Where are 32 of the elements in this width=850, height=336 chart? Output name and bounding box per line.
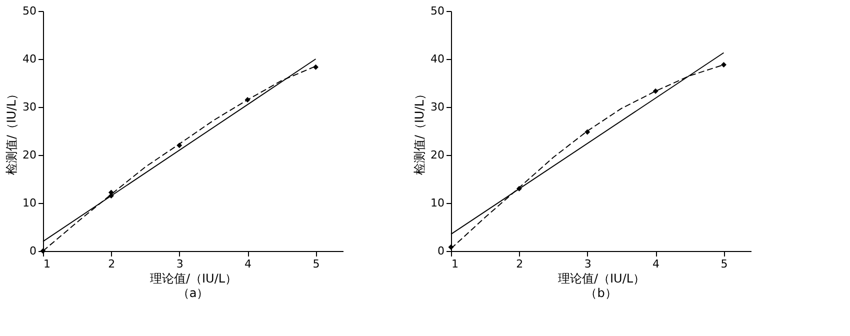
y-tick-label: 20 bbox=[430, 148, 444, 162]
y-tick-label: 10 bbox=[430, 196, 444, 210]
point bbox=[720, 62, 726, 68]
point bbox=[584, 129, 590, 135]
y-tick-label: 30 bbox=[430, 100, 444, 114]
y-axis-title: 检测值/（IU/L） bbox=[4, 88, 19, 176]
point bbox=[652, 88, 658, 94]
y-tick-label: 40 bbox=[430, 52, 444, 66]
x-tick-label: 5 bbox=[312, 258, 320, 270]
x-tick-label: 2 bbox=[108, 258, 116, 270]
y-tick-label: 30 bbox=[22, 100, 36, 114]
text: （a） bbox=[177, 286, 209, 300]
y-axis-title: 检测值/（IU/L） bbox=[412, 88, 427, 176]
y-tick-label: 50 bbox=[22, 4, 36, 18]
x-axis-title: 理论值/（IU/L） bbox=[150, 272, 238, 286]
y-tick-label: 10 bbox=[22, 196, 36, 210]
x-tick-label: 3 bbox=[584, 258, 592, 270]
y-tick-label: 40 bbox=[22, 52, 36, 66]
point bbox=[312, 64, 318, 70]
x-tick-label: 4 bbox=[244, 258, 252, 270]
x-tick-label: 2 bbox=[516, 258, 524, 270]
x-tick-label: 1 bbox=[452, 258, 458, 270]
x-tick-label: 3 bbox=[176, 258, 184, 270]
x-tick-label: 1 bbox=[44, 258, 50, 270]
y-tick-label: 50 bbox=[430, 4, 444, 18]
text: （b） bbox=[585, 286, 617, 300]
y-tick-label: 0 bbox=[438, 244, 444, 258]
x-axis-title: 理论值/（IU/L） bbox=[558, 272, 646, 286]
x-tick-label: 4 bbox=[652, 258, 660, 270]
y-tick-label: 20 bbox=[22, 148, 36, 162]
y-tick-label: 0 bbox=[30, 244, 36, 258]
x-tick-label: 5 bbox=[720, 258, 728, 270]
